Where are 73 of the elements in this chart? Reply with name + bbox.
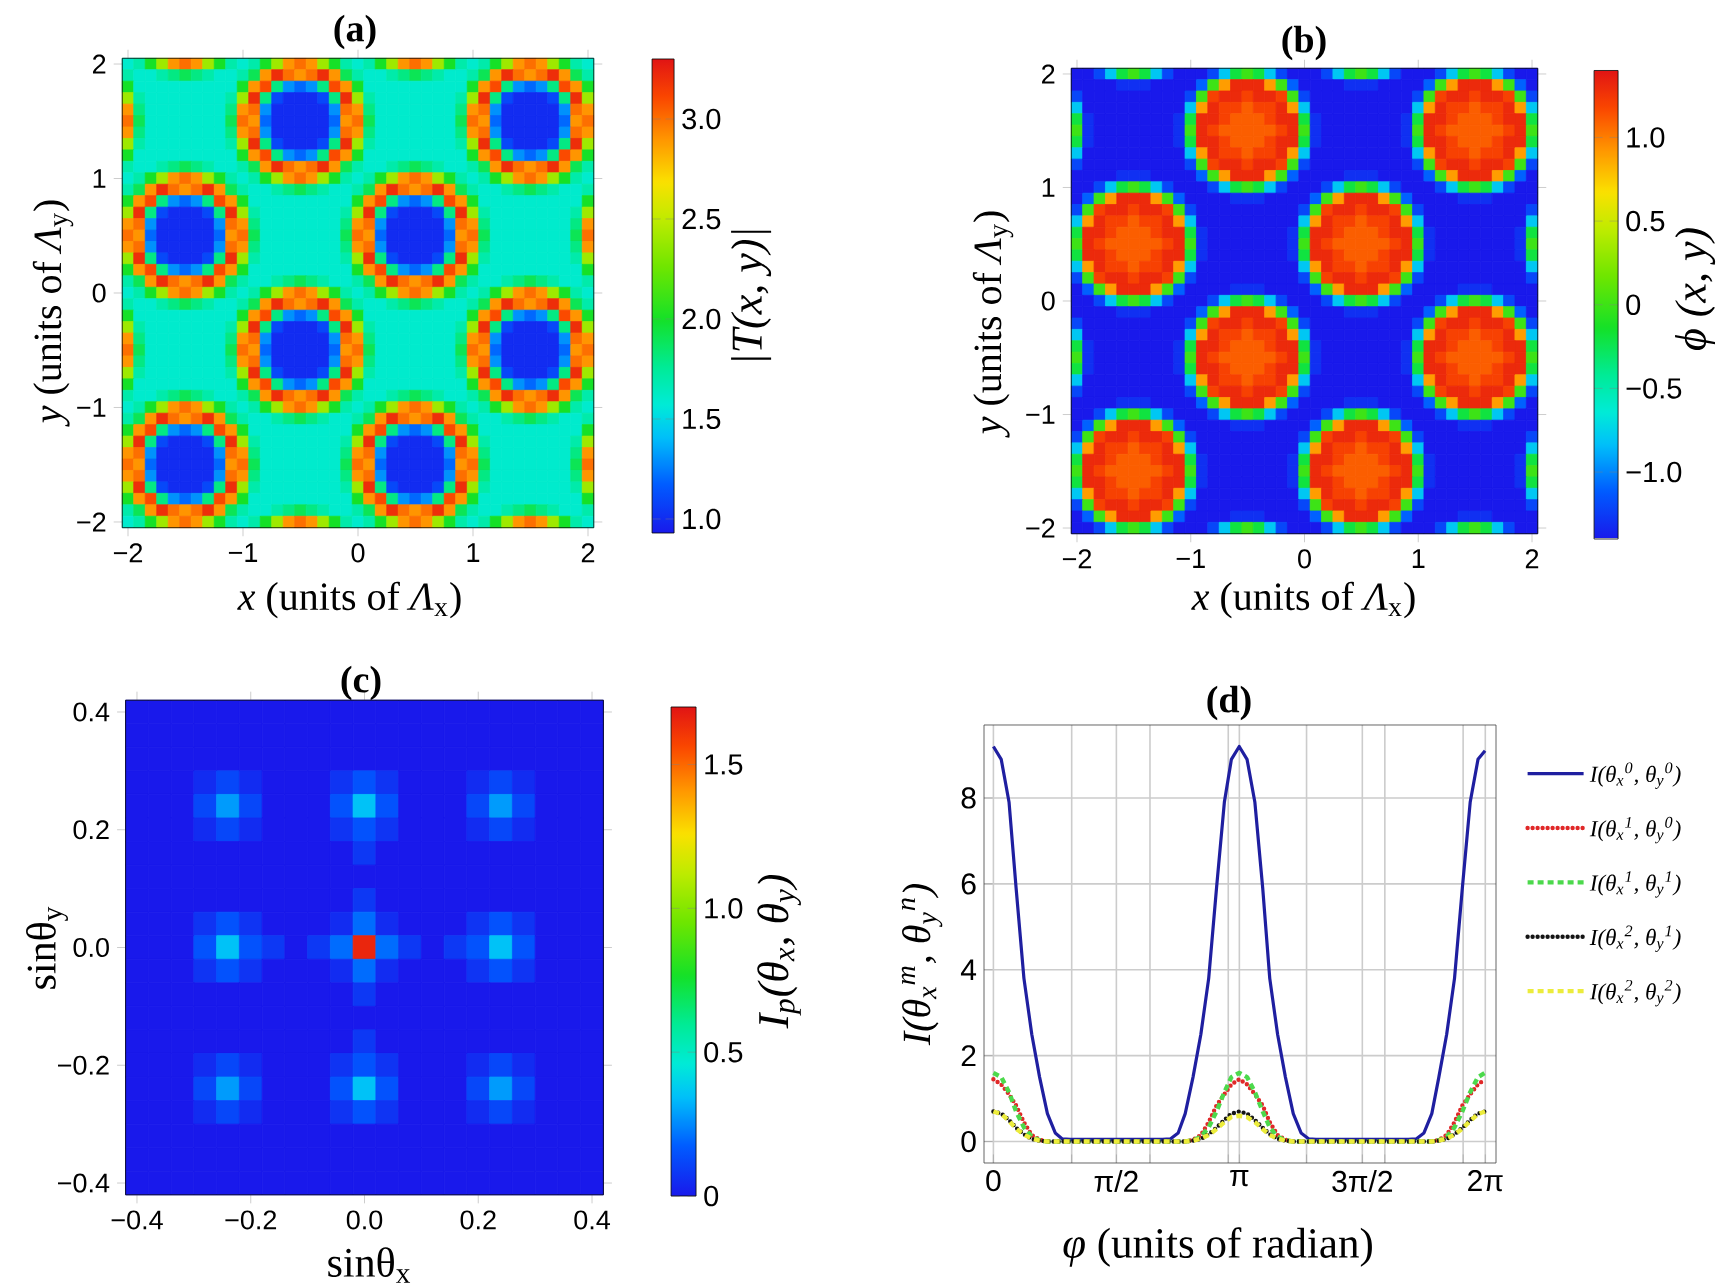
color-bar-label: −1.0 <box>1626 461 1682 483</box>
color-bar-label: 2.5 <box>682 208 721 230</box>
x-tick-label: 1 <box>1412 549 1425 568</box>
color-bar-label: 1.5 <box>705 754 743 775</box>
chart-title: (b) <box>1282 25 1326 61</box>
color-bar-label: 2.0 <box>682 308 721 330</box>
y-tick-label: 4 <box>960 959 977 981</box>
y-tick-label: 2 <box>92 54 106 74</box>
y-tick-label: 0 <box>92 283 106 303</box>
y-tick-label: −2 <box>1026 518 1055 538</box>
y-tick-label: 0.2 <box>73 820 109 840</box>
x-axis-title: φ (units of radian) <box>1063 1227 1372 1267</box>
x-tick-label: 2 <box>581 543 595 563</box>
y-axis-title: I(θ$_{x}$$^{m}$, θ$_{y}$$^{n}$) <box>901 884 943 1046</box>
y-tick-label: 2 <box>1042 64 1055 84</box>
chart-title: (c) <box>341 665 381 701</box>
color-bar-label: 0 <box>704 1185 719 1207</box>
color-bar-label: 0 <box>1626 294 1641 316</box>
x-tick-label: π <box>1230 1170 1249 1187</box>
x-tick-label: −2 <box>113 543 143 563</box>
legend-label: I(θ$_{x}$$^{0}$, θ$_{y}$$^{0}$) <box>1589 762 1681 789</box>
y-axis-title: y (units of Λ$_{y}$) <box>972 211 1014 438</box>
x-axis-title: x (units of Λ$_{x}$) <box>1191 581 1415 619</box>
y-tick-label: 0 <box>961 1130 976 1153</box>
chart-title: (a) <box>334 14 376 50</box>
x-tick-label: 2π <box>1468 1170 1503 1192</box>
x-tick-label: 2 <box>1525 549 1539 569</box>
color-bar-label: 1.0 <box>683 508 721 530</box>
y-tick-label: −1 <box>77 398 106 417</box>
y-tick-label: 6 <box>961 873 976 895</box>
x-tick-label: 0.4 <box>574 1210 611 1230</box>
y-axis-title: sinθ$_{y}$ <box>26 906 68 989</box>
y-tick-label: −1 <box>1026 405 1055 424</box>
chart-title: (d) <box>1207 685 1251 721</box>
x-axis-title: x (units of Λ$_{x}$) <box>237 581 461 619</box>
y-tick-label: 8 <box>961 787 976 809</box>
color-bar-title: ϕ (x, y) <box>1675 228 1716 351</box>
y-tick-label: −0.2 <box>58 1055 109 1075</box>
color-bar-label: 1.0 <box>1627 127 1665 148</box>
x-tick-label: −0.4 <box>111 1210 163 1230</box>
y-tick-label: 1 <box>93 169 106 188</box>
x-tick-label: −2 <box>1062 549 1092 569</box>
color-bar-title: |T(x, y)| <box>731 230 772 360</box>
x-tick-label: π/2 <box>1094 1170 1138 1193</box>
y-tick-label: 0.4 <box>73 702 110 722</box>
x-tick-label: 0.2 <box>460 1210 496 1230</box>
x-tick-label: 0 <box>351 543 365 563</box>
color-bar-label: 0.5 <box>1626 210 1665 232</box>
y-tick-label: 2 <box>961 1045 976 1067</box>
y-tick-label: 0 <box>1041 291 1055 311</box>
legend-label: I(θ$_{x}$$^{1}$, θ$_{y}$$^{0}$) <box>1589 816 1681 844</box>
x-tick-label: −1 <box>1176 549 1205 568</box>
color-bar-label: 3.0 <box>682 108 721 130</box>
color-bar-label: −0.5 <box>1626 378 1682 399</box>
x-axis-title: sinθ$_{x}$ <box>328 1247 411 1283</box>
color-bar-title: I$_{p}$(θ$_{x}$, θ$_{y}$) <box>757 874 801 1029</box>
y-axis-title: y (units of Λ$_{y}$) <box>32 200 74 427</box>
x-tick-label: 1 <box>467 543 480 562</box>
x-tick-label: 0 <box>986 1170 1001 1192</box>
x-tick-label: −1 <box>228 543 258 562</box>
y-tick-label: 1 <box>1042 178 1055 197</box>
legend-label: I(θ$_{x}$$^{1}$, θ$_{y}$$^{1}$) <box>1589 871 1681 898</box>
legend-label: I(θ$_{x}$$^{2}$, θ$_{y}$$^{1}$) <box>1589 925 1681 953</box>
y-tick-label: 0.0 <box>73 937 109 958</box>
x-tick-label: 0.0 <box>346 1210 383 1230</box>
x-tick-label: −0.2 <box>225 1210 277 1230</box>
y-tick-label: −2 <box>77 512 106 532</box>
color-bar-label: 0.5 <box>704 1041 743 1063</box>
color-bar-label: 1.5 <box>683 408 721 430</box>
legend-label: I(θ$_{x}$$^{2}$, θ$_{y}$$^{2}$) <box>1589 979 1681 1007</box>
color-bar-label: 1.0 <box>705 898 743 919</box>
x-tick-label: 0 <box>1298 549 1311 569</box>
x-tick-label: 3π/2 <box>1332 1170 1393 1193</box>
